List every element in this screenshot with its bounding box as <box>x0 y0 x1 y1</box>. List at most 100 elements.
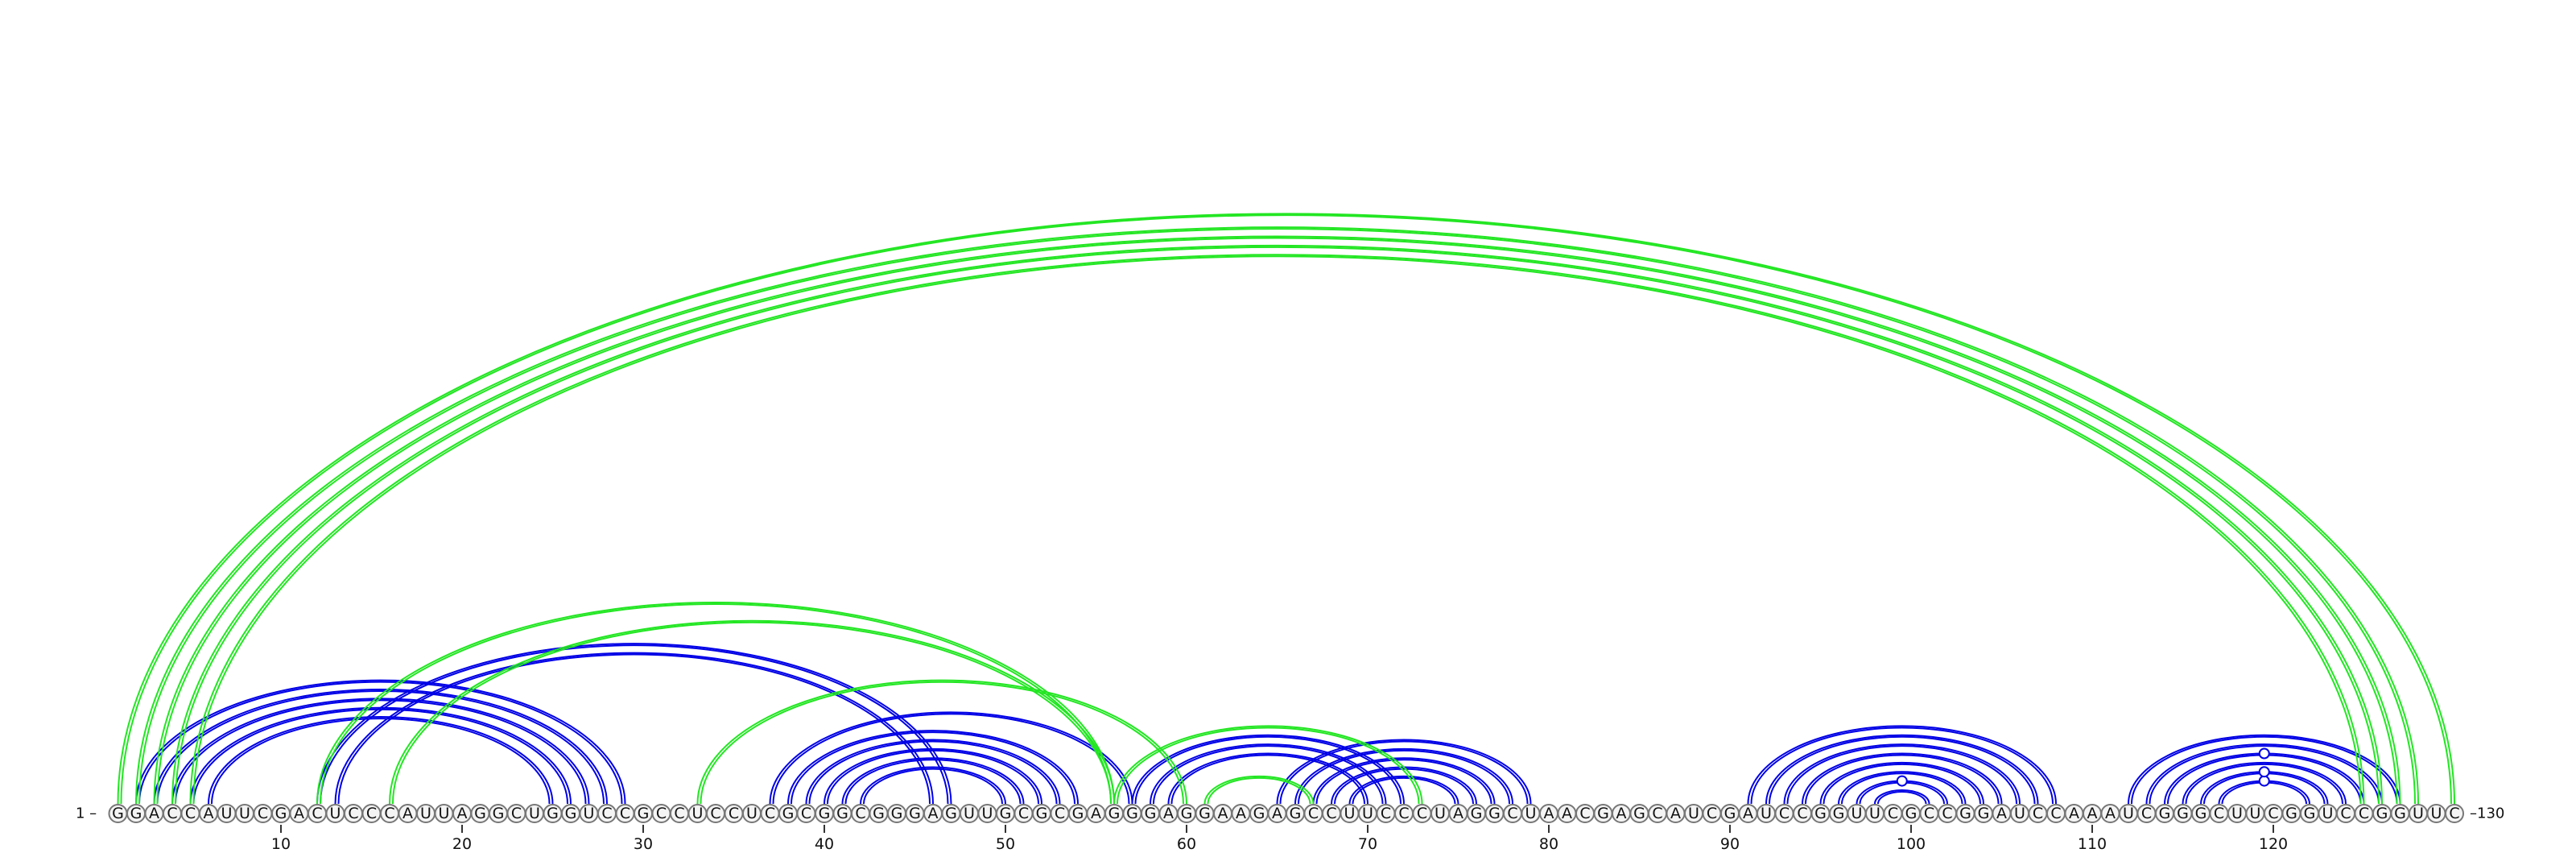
nucleotide-letter-123: U <box>2322 805 2334 822</box>
nucleotide-1: G <box>108 804 128 823</box>
nucleotide-82: C <box>1575 804 1595 823</box>
nucleotide-letter-124: C <box>2340 805 2351 822</box>
nucleotide-125: C <box>2354 804 2374 823</box>
nucleotide-115: G <box>2173 804 2193 823</box>
nucleotide-letter-117: C <box>2214 805 2224 822</box>
nucleotide-25: G <box>543 804 563 823</box>
pair-marker-117-122 <box>2258 775 2270 787</box>
nucleotide-letter-108: C <box>2050 805 2061 822</box>
nucleotide-95: G <box>1810 804 1831 823</box>
nucleotide-letter-84: A <box>1616 805 1627 822</box>
nested-arc-57-72 <box>1131 734 1405 805</box>
nucleotide-letter-21: G <box>474 805 486 822</box>
nucleotide-84: A <box>1612 804 1631 823</box>
nucleotide-22: G <box>489 804 508 823</box>
nucleotide-53: C <box>1050 804 1070 823</box>
nucleotide-letter-61: G <box>1199 805 1211 822</box>
nucleotide-letter-57: G <box>1126 805 1138 822</box>
nucleotide-letter-115: G <box>2177 805 2189 822</box>
nucleotide-letter-34: C <box>710 805 720 822</box>
nucleotide-130: C <box>2445 804 2464 823</box>
nucleotide-letter-95: G <box>1814 805 1827 822</box>
nucleotide-48: U <box>960 804 979 823</box>
nucleotide-letter-9: C <box>258 805 268 822</box>
nucleotide-letter-93: C <box>1779 805 1790 822</box>
nucleotide-39: C <box>796 804 816 823</box>
nucleotide-60: G <box>1177 804 1196 823</box>
nucleotide-45: G <box>905 804 925 823</box>
markers-layer <box>1896 747 2270 787</box>
axis-layer: 10 20 30 40 50 60 70 80 90 100 110 120 <box>271 825 2288 853</box>
axis-tick-70: 70 <box>1358 825 1377 853</box>
pair-marker-116-123 <box>2258 766 2270 778</box>
nucleotide-letter-77: G <box>1488 805 1501 822</box>
nested-arc-4-27 <box>171 698 590 805</box>
nucleotide-letter-62: A <box>1218 805 1228 822</box>
nucleotide-letter-30: G <box>638 805 650 822</box>
nucleotide-letter-80: A <box>1544 805 1554 822</box>
nucleotide-letter-82: C <box>1579 805 1590 822</box>
nucleotide-6: A <box>199 804 218 823</box>
nucleotide-78: C <box>1503 804 1522 823</box>
nucleotide-67: C <box>1303 804 1323 823</box>
nucleotide-8: U <box>235 804 254 823</box>
nucleotide-51: C <box>1013 804 1034 823</box>
nucleotide-71: C <box>1376 804 1396 823</box>
nucleotide-letter-19: U <box>439 805 450 822</box>
nucleotide-letter-110: A <box>2087 805 2098 822</box>
nucleotide-105: A <box>1992 804 2012 823</box>
nucleotide-121: G <box>2281 804 2301 823</box>
nucleotide-74: U <box>1430 804 1450 823</box>
axis-tick-90: 90 <box>1720 825 1740 853</box>
nucleotide-letter-91: A <box>1743 805 1753 822</box>
nucleotide-letter-83: G <box>1597 805 1609 822</box>
axis-tick-label-100: 100 <box>1897 835 1926 853</box>
nucleotide-103: G <box>1955 804 1975 823</box>
nucleotide-87: A <box>1666 804 1686 823</box>
nucleotide-119: U <box>2245 804 2265 823</box>
nucleotide-97: U <box>1847 804 1867 823</box>
nucleotide-letter-29: C <box>620 805 630 822</box>
nucleotide-letter-97: U <box>1852 805 1863 822</box>
axis-tick-label-70: 70 <box>1358 835 1377 853</box>
nucleotide-letter-119: U <box>2250 805 2261 822</box>
nucleotide-letter-106: U <box>2014 805 2025 822</box>
nucleotide-59: A <box>1158 804 1179 823</box>
nucleotide-89: C <box>1702 804 1722 823</box>
nucleotide-123: U <box>2318 804 2338 823</box>
nucleotide-118: U <box>2227 804 2247 823</box>
nucleotide-letter-6: A <box>204 805 214 822</box>
nucleotide-43: G <box>869 804 889 823</box>
nucleotide-69: U <box>1340 804 1360 823</box>
nucleotide-letter-55: A <box>1091 805 1101 822</box>
nucleotide-11: A <box>289 804 309 823</box>
pseudoknot-arc-61-67 <box>1203 775 1315 805</box>
nested-arc-12-47 <box>316 643 952 805</box>
nucleotide-letter-121: G <box>2285 805 2297 822</box>
axis-tick-10: 10 <box>271 825 291 853</box>
nucleotide-letter-69: U <box>1344 805 1356 822</box>
nucleotide-57: G <box>1122 804 1142 823</box>
nucleotide-99: C <box>1883 804 1903 823</box>
nucleotide-letter-4: C <box>167 805 177 822</box>
axis-tick-label-120: 120 <box>2259 835 2288 853</box>
nucleotide-letter-63: A <box>1236 805 1246 822</box>
nested-arc-2-29 <box>135 679 626 805</box>
nucleotide-79: U <box>1521 804 1541 823</box>
nucleotide-96: G <box>1829 804 1848 823</box>
nucleotide-letter-111: A <box>2105 805 2116 822</box>
nucleotide-letter-10: G <box>275 805 287 822</box>
nucleotide-letter-104: G <box>1978 805 1990 822</box>
axis-tick-label-40: 40 <box>815 835 834 853</box>
nucleotide-90: G <box>1720 804 1740 823</box>
nested-arc-6-25 <box>208 716 554 805</box>
axis-tick-label-20: 20 <box>452 835 472 853</box>
nucleotide-letter-27: U <box>584 805 595 822</box>
nucleotide-letter-79: U <box>1525 805 1537 822</box>
nested-arc-66-78 <box>1294 747 1513 805</box>
pseudoknot-arc-5-125 <box>189 254 2365 805</box>
nucleotide-letter-89: C <box>1707 805 1717 822</box>
axis-tick-30: 30 <box>634 825 653 853</box>
nucleotide-letter-118: U <box>2231 805 2243 822</box>
